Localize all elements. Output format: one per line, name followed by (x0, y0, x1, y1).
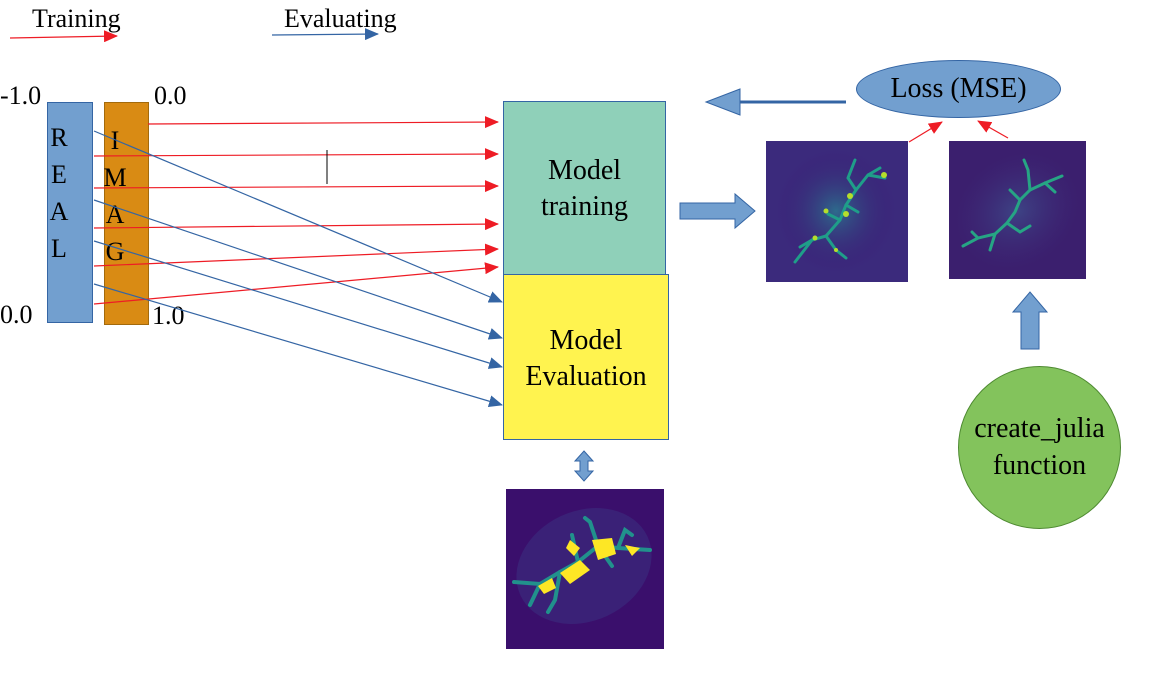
legend-training-label: Training (32, 4, 121, 33)
real-letter: A (49, 197, 69, 226)
real-letter: L (51, 234, 67, 263)
legend-training-arrow (9, 30, 118, 43)
imag-letter: A (105, 200, 125, 229)
imag-top-value: 0.0 (154, 81, 187, 110)
real-input-bar (47, 102, 93, 323)
imag-letters: I M A G (100, 128, 130, 276)
imag-bottom-value: 1.0 (152, 301, 185, 330)
create-julia-line1: create_julia (974, 413, 1105, 445)
legend-evaluating-arrow (271, 28, 379, 41)
real-letter: R (50, 123, 68, 152)
model-training-box: Model training (503, 101, 666, 275)
model-evaluation-line1: Model (549, 325, 623, 356)
loss-node: Loss (MSE) (856, 60, 1061, 118)
imag-letter: I (110, 126, 120, 155)
real-letters: R E A L (47, 125, 71, 273)
model-training-line2: training (540, 191, 629, 223)
real-top-value: -1.0 (0, 81, 42, 110)
create-julia-node: create_julia function (958, 366, 1121, 529)
model-evaluation-line2: Evaluation (525, 361, 647, 393)
create-julia-line2: function (992, 449, 1087, 481)
legend-evaluating-label: Evaluating (284, 4, 397, 33)
real-letter: E (51, 160, 67, 189)
real-bottom-value: 0.0 (0, 300, 33, 329)
imag-letter: G (105, 237, 125, 266)
imag-letter: M (103, 163, 127, 192)
model-evaluation-box: Model Evaluation (503, 274, 669, 440)
loss-label: Loss (MSE) (890, 73, 1027, 104)
model-training-line1: Model (547, 155, 622, 186)
